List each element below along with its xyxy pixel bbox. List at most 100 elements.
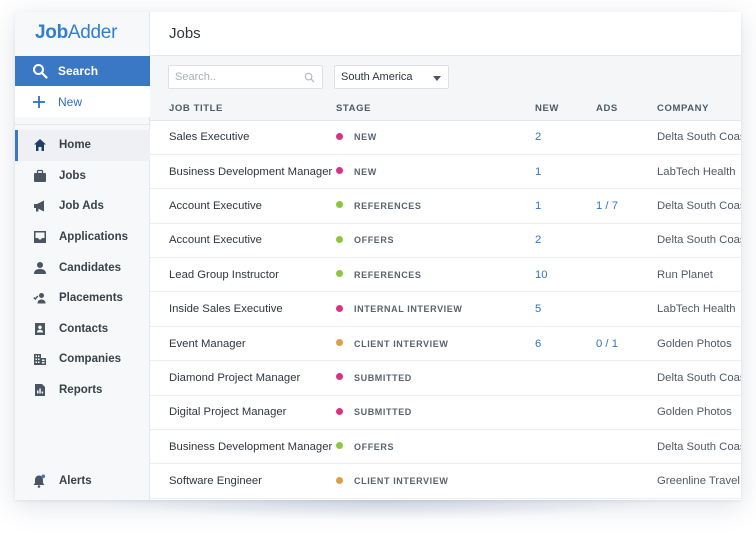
sidebar-item-reports[interactable]: Reports <box>15 375 150 406</box>
column-header-company[interactable]: COMPANY <box>657 98 741 121</box>
new-count-cell[interactable]: 2 <box>535 223 596 259</box>
table-row[interactable]: Software Engineer CLIENT INTERVIEW Greenli… <box>150 463 741 499</box>
column-header-ads[interactable]: ADS <box>596 98 657 121</box>
job-title-cell[interactable]: Business Development Manager <box>150 154 336 190</box>
sidebar-item-job-ads[interactable]: Job Ads <box>15 191 150 222</box>
company-cell[interactable]: Delta South Coast <box>657 429 741 465</box>
search-input[interactable] <box>175 66 295 88</box>
company-cell[interactable]: Golden Photos <box>657 395 741 431</box>
sidebar-item-jobs[interactable]: Jobs <box>15 161 150 192</box>
new-count-cell[interactable]: 5 <box>535 291 596 327</box>
company-cell[interactable]: Delta South Coast <box>657 120 741 155</box>
company-cell[interactable]: Delta South Coast <box>657 360 741 396</box>
stage-status-dot <box>336 442 343 450</box>
stage-cell: SUBMITTED <box>336 395 535 431</box>
company-cell[interactable]: Delta South Coast <box>657 223 741 259</box>
sidebar-nav: Home Jobs Job Ads Applications Candidate… <box>15 130 150 405</box>
column-header-new[interactable]: NEW <box>535 98 596 121</box>
stage-label: NEW <box>354 132 377 143</box>
logo[interactable]: JobAdder <box>35 22 117 44</box>
ads-count-cell <box>596 360 657 396</box>
logo-part-adder: Adder <box>67 22 118 43</box>
stage-label: OFFERS <box>354 441 395 452</box>
stage-cell: REFERENCES <box>336 188 535 224</box>
company-cell[interactable]: Run Planet <box>657 257 741 293</box>
new-count-cell <box>535 395 596 431</box>
column-header-job-title[interactable]: JOB TITLE <box>150 98 336 121</box>
new-count-cell[interactable]: 2 <box>535 120 596 155</box>
report-icon <box>32 383 47 398</box>
table-row[interactable]: Event Manager CLIENT INTERVIEW 6 0 / 1 Golde… <box>150 326 741 362</box>
stage-cell: OFFERS <box>336 429 535 465</box>
company-cell[interactable]: Greenline Travel <box>657 463 741 499</box>
sidebar-item-candidates[interactable]: Candidates <box>15 252 150 283</box>
page-title: Jobs <box>169 25 201 42</box>
column-header-stage[interactable]: STAGE <box>336 98 535 121</box>
stage-status-dot <box>336 476 343 484</box>
ads-count-cell[interactable]: 1 / 7 <box>596 188 657 224</box>
sidebar-item-label: Job Ads <box>59 200 104 213</box>
app-window: JobAdder Search New Home Jobs <box>15 12 741 500</box>
main-content: Jobs South America JOB TITLE STAGE NEW <box>150 12 741 500</box>
ads-count-cell[interactable]: 0 / 1 <box>596 326 657 362</box>
table-row[interactable]: Inside Sales Executive INTERNAL INTERVIEW… <box>150 291 741 327</box>
search-icon[interactable] <box>304 72 315 83</box>
job-title-cell[interactable]: Digital Project Manager <box>150 395 336 431</box>
stage-cell: INTERNAL INTERVIEW <box>336 291 535 327</box>
table-row[interactable]: Digital Project Manager SUBMITTED Golden P… <box>150 395 741 431</box>
job-title-cell[interactable]: Account Executive <box>150 188 336 224</box>
company-cell[interactable]: LabTech Health <box>657 291 741 327</box>
stage-label: REFERENCES <box>354 269 422 280</box>
table-row[interactable]: Sales Executive NEW 2 Delta South Coast <box>150 120 741 155</box>
stage-cell: CLIENT INTERVIEW <box>336 326 535 362</box>
stage-label: SUBMITTED <box>354 407 412 418</box>
sidebar: JobAdder Search New Home Jobs <box>15 12 150 500</box>
job-title-cell[interactable]: Lead Group Instructor <box>150 257 336 293</box>
sidebar-search-button[interactable]: Search <box>15 56 150 86</box>
stage-status-dot <box>336 270 343 278</box>
job-title-cell[interactable]: Inside Sales Executive <box>150 291 336 327</box>
sidebar-item-contacts[interactable]: Contacts <box>15 314 150 345</box>
table-row[interactable]: Account Executive OFFERS 2 Delta South Coas… <box>150 223 741 259</box>
sidebar-new-button[interactable]: New <box>15 87 150 117</box>
new-count-cell[interactable]: 1 <box>535 154 596 190</box>
sidebar-item-label: Applications <box>59 231 129 244</box>
new-count-cell[interactable]: 10 <box>535 257 596 293</box>
sidebar-item-placements[interactable]: Placements <box>15 283 150 314</box>
job-title-cell[interactable]: Sales Executive <box>150 120 336 155</box>
company-cell[interactable]: Delta South Coast <box>657 188 741 224</box>
table-row[interactable]: Account Executive REFERENCES 1 1 / 7 Delta S… <box>150 188 741 224</box>
stage-cell: NEW <box>336 154 535 190</box>
job-title-cell[interactable]: Diamond Project Manager <box>150 360 336 396</box>
stage-status-dot <box>336 235 343 243</box>
ads-count-cell <box>596 395 657 431</box>
job-title-cell[interactable]: Account Executive <box>150 223 336 259</box>
table-row[interactable]: Lead Group Instructor REFERENCES 10 Run Pla… <box>150 257 741 293</box>
sidebar-item-companies[interactable]: Companies <box>15 344 150 375</box>
table-row[interactable]: Business Development Manager OFFERS Delta … <box>150 429 741 465</box>
region-select[interactable]: South America <box>334 65 449 89</box>
ads-count-cell <box>596 120 657 155</box>
job-title-cell[interactable]: Event Manager <box>150 326 336 362</box>
new-count-cell[interactable]: 6 <box>535 326 596 362</box>
new-count-cell[interactable]: 1 <box>535 188 596 224</box>
page-header: Jobs <box>150 12 741 56</box>
logo-part-job: Job <box>35 22 68 43</box>
job-title-cell[interactable]: Business Development Manager <box>150 429 336 465</box>
sidebar-item-home[interactable]: Home <box>15 130 150 161</box>
building-icon <box>32 352 47 367</box>
stage-label: CLIENT INTERVIEW <box>354 476 449 487</box>
sidebar-item-alerts[interactable]: Alerts <box>15 467 150 495</box>
sidebar-item-applications[interactable]: Applications <box>15 222 150 253</box>
stage-cell: OFFERS <box>336 223 535 259</box>
job-title-cell[interactable]: Software Engineer <box>150 463 336 499</box>
stage-status-dot <box>336 339 343 347</box>
company-cell[interactable]: Golden Photos <box>657 326 741 362</box>
sidebar-item-label: Contacts <box>59 322 109 335</box>
jobs-table: JOB TITLE STAGE NEW ADS COMPANY Sales Ex… <box>150 98 741 499</box>
table-row[interactable]: Diamond Project Manager SUBMITTED Delta So… <box>150 360 741 396</box>
plus-icon <box>33 96 45 108</box>
table-row[interactable]: Business Development Manager NEW 1 LabTech … <box>150 154 741 190</box>
company-cell[interactable]: LabTech Health <box>657 154 741 190</box>
sidebar-alerts-label: Alerts <box>59 475 92 487</box>
